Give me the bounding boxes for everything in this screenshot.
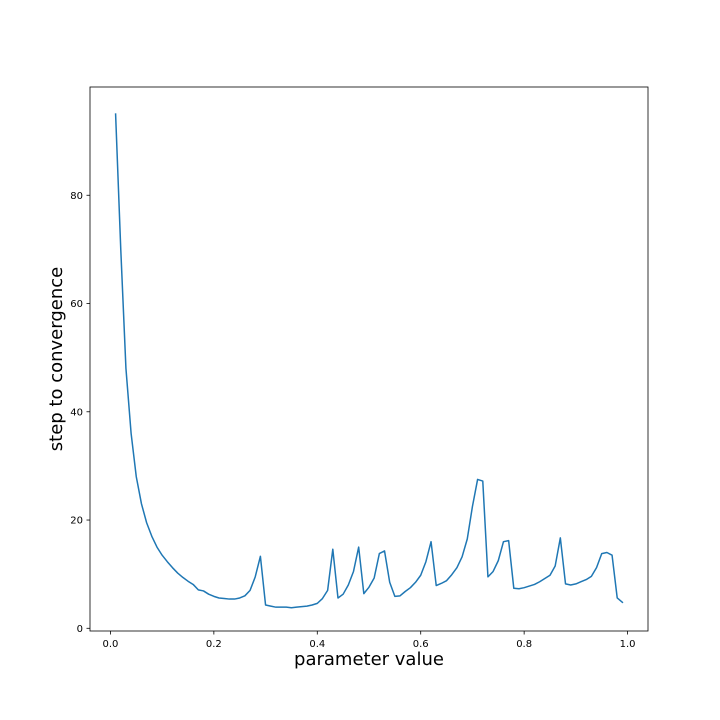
- y-tick-label: 80: [70, 191, 83, 202]
- y-tick-label: 0: [77, 624, 83, 635]
- y-tick-label: 40: [70, 407, 83, 418]
- x-tick-label: 0.0: [102, 639, 118, 650]
- x-tick-label: 0.2: [206, 639, 222, 650]
- x-tick-label: 0.8: [516, 639, 532, 650]
- y-tick-label: 60: [70, 299, 83, 310]
- y-axis-title: step to convergence: [46, 267, 67, 451]
- y-tick-label: 20: [70, 516, 83, 527]
- x-tick-label: 0.6: [413, 639, 429, 650]
- data-series-line: [114, 113, 624, 609]
- x-tick-label: 1.0: [620, 639, 636, 650]
- x-tick-label: 0.4: [309, 639, 325, 650]
- x-axis-title: parameter value: [294, 649, 444, 670]
- axes-frame: [89, 86, 649, 632]
- plot-area: 0.0 0.2 0.4 0.6 0.8 1.0 0 20 40 60 80 parameter val…: [46, 86, 649, 670]
